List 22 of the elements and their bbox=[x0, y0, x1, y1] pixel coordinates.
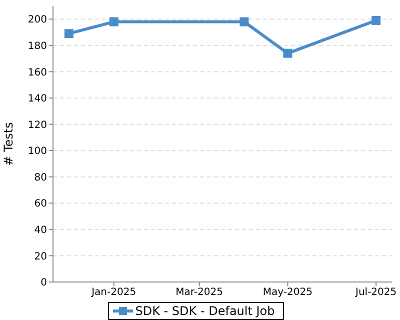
y-tick-label: 40 bbox=[34, 224, 47, 236]
y-tick-label: 0 bbox=[40, 278, 47, 289]
point bbox=[109, 17, 118, 26]
x-tick-label: Jul-2025 bbox=[354, 287, 397, 298]
y-tick-label: 100 bbox=[28, 146, 47, 158]
legend-label: SDK - SDK - Default Job bbox=[135, 304, 275, 318]
y-tick-label: 20 bbox=[34, 251, 47, 262]
y-tick-label: 80 bbox=[34, 172, 47, 184]
y-tick-label: 160 bbox=[28, 67, 47, 78]
y-axis-title: # Tests bbox=[1, 122, 16, 166]
y-tick-label: 60 bbox=[34, 198, 47, 210]
point bbox=[372, 16, 381, 25]
y-tick-label: 200 bbox=[28, 14, 47, 26]
y-tick-label: 120 bbox=[28, 120, 47, 131]
point bbox=[64, 29, 74, 38]
point bbox=[240, 17, 249, 26]
x-tick-label: Mar-2025 bbox=[176, 287, 223, 298]
point bbox=[283, 48, 292, 58]
y-tick-label: 140 bbox=[28, 94, 47, 105]
x-tick-label: Jan-2025 bbox=[90, 287, 136, 298]
y-tick-label: 180 bbox=[28, 40, 47, 52]
x-tick-label: May-2025 bbox=[262, 287, 312, 298]
